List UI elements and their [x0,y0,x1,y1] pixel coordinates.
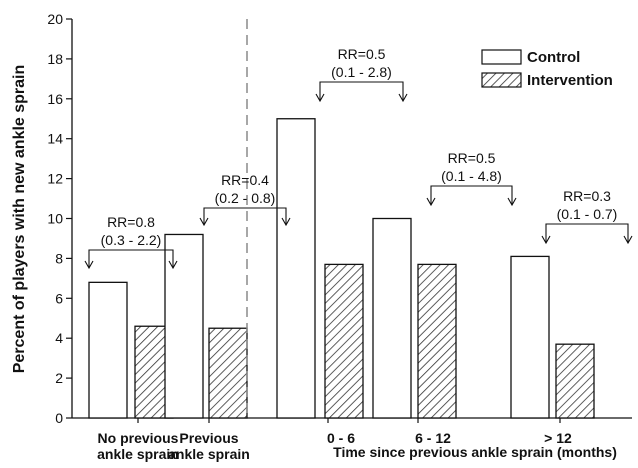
y-tick-label: 2 [55,370,63,386]
rr-ci-label: (0.2 - 0.8) [215,190,276,206]
arrow-head-icon [398,93,408,103]
y-tick-label: 12 [47,171,63,187]
arrow-head-icon [281,217,291,227]
x-category-label: Previous [179,430,238,446]
x-category-label: > 12 [544,430,572,446]
rr-bracket [430,185,513,205]
rr-ci-label: (0.1 - 2.8) [331,64,392,80]
x-category-label: 0 - 6 [327,430,355,446]
rr-label: RR=0.8 [107,214,155,230]
rr-bracket [545,223,629,243]
bar-control [164,233,204,419]
arrow-head-icon [541,235,551,245]
bar-control [88,281,128,419]
arrow-head-icon [623,235,633,245]
y-tick-label: 6 [55,290,63,306]
bar-intervention [324,263,364,419]
legend-swatch [481,49,522,65]
rr-ci-label: (0.1 - 4.8) [441,168,502,184]
rr-label: RR=0.5 [448,150,496,166]
y-tick-label: 0 [55,410,63,426]
rr-bracket [319,81,404,101]
legend: Control Intervention [481,49,613,89]
legend-label: Control [527,49,580,66]
bar-intervention [417,263,457,419]
arrow-head-icon [84,260,94,270]
y-tick-label: 14 [47,131,63,147]
x-category-label: ankle sprain [168,446,250,462]
rr-label: RR=0.4 [221,172,269,188]
rr-bracket [203,207,287,225]
bar-control [510,255,550,419]
y-tick-label: 10 [47,211,63,227]
y-tick-label: 4 [55,330,63,346]
arrow-head-icon [315,93,325,103]
arrow-head-icon [507,197,517,207]
arrow-head-icon [426,197,436,207]
y-tick-label: 16 [47,91,63,107]
y-tick-label: 8 [55,250,63,266]
x-axis-title: Time since previous ankle sprain (months… [333,444,617,460]
bar-control [276,118,316,419]
x-category-label: No previous [98,430,179,446]
rr-bracket [88,249,174,268]
legend-swatch [481,72,522,88]
y-tick-label: 20 [47,11,63,27]
bar-intervention [555,343,595,419]
rr-ci-label: (0.3 - 2.2) [101,232,162,248]
x-category-label: ankle sprain [97,446,179,462]
rr-label: RR=0.5 [338,46,386,62]
bar-control [372,217,412,419]
y-tick-label: 18 [47,51,63,67]
x-category-label: 6 - 12 [415,430,451,446]
y-axis-title: Percent of players with new ankle sprain [11,65,28,374]
bar-intervention [208,327,248,419]
legend-label: Intervention [527,72,613,89]
arrow-head-icon [199,217,209,227]
rr-label: RR=0.3 [563,188,611,204]
rr-ci-label: (0.1 - 0.7) [557,206,618,222]
arrow-head-icon [168,260,178,270]
